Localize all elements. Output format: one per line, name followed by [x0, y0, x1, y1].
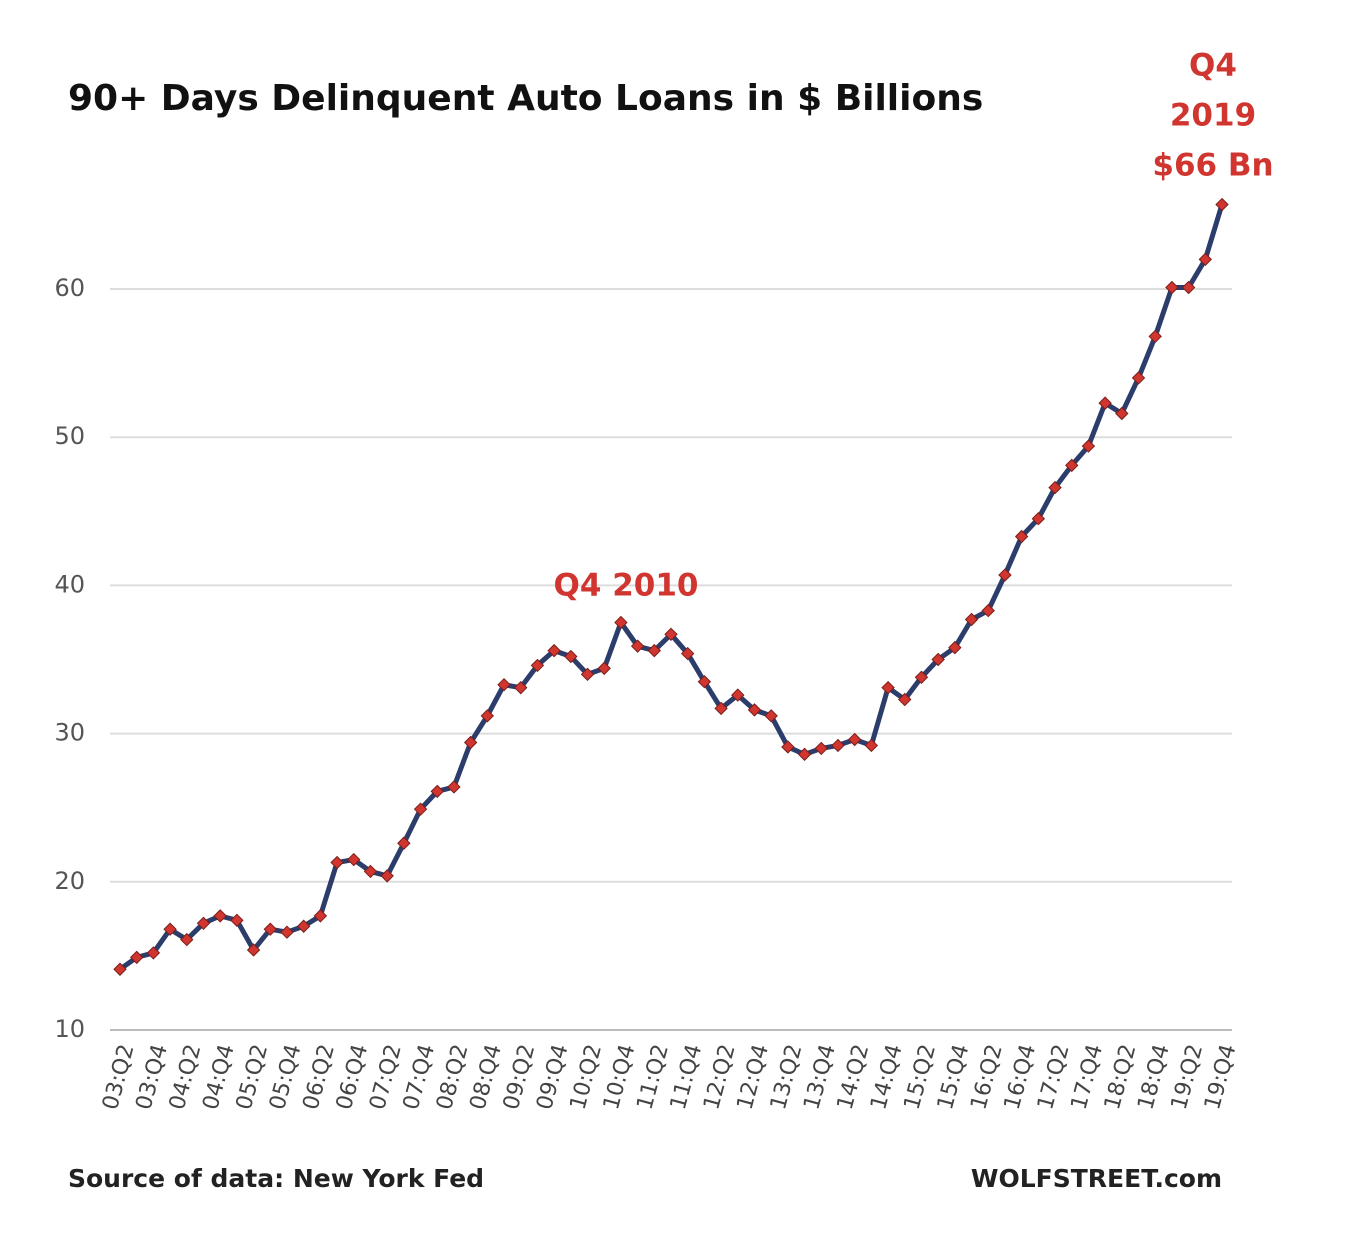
- marker: [647, 643, 662, 658]
- marker: [1131, 371, 1146, 385]
- marker: [764, 709, 778, 723]
- marker: [797, 747, 812, 762]
- marker: [497, 677, 511, 692]
- marker: [213, 909, 227, 923]
- marker: [196, 916, 211, 931]
- marker: [463, 735, 478, 750]
- marker: [230, 913, 244, 928]
- marker: [296, 919, 311, 933]
- marker: [263, 922, 277, 936]
- marker: [1048, 480, 1062, 495]
- marker: [814, 741, 828, 756]
- marker: [1014, 529, 1029, 544]
- marker: [163, 922, 177, 936]
- marker: [397, 836, 411, 850]
- marker: [1165, 280, 1179, 295]
- marker: [480, 709, 495, 723]
- marker: [747, 703, 762, 717]
- marker: [347, 852, 361, 867]
- marker: [881, 680, 895, 695]
- marker: [697, 675, 712, 689]
- marker: [146, 946, 161, 960]
- marker: [413, 802, 428, 816]
- marker: [1181, 280, 1196, 295]
- marker: [1081, 439, 1096, 453]
- marker: [714, 701, 728, 716]
- marker: [564, 649, 578, 664]
- credit: WOLFSTREET.com: [971, 1164, 1222, 1193]
- annotation: 2019: [1170, 98, 1256, 134]
- marker: [597, 661, 611, 676]
- marker: [998, 568, 1012, 582]
- annotation: $66 Bn: [1152, 148, 1273, 184]
- marker: [914, 670, 929, 684]
- marker: [1065, 458, 1079, 473]
- marker: [630, 639, 645, 653]
- marker: [330, 855, 344, 870]
- marker: [964, 612, 979, 627]
- marker: [447, 780, 461, 794]
- marker: [931, 652, 945, 667]
- marker: [864, 738, 879, 753]
- marker: [246, 943, 261, 957]
- marker: [680, 646, 695, 661]
- marker: [514, 680, 528, 695]
- marker: [363, 864, 378, 879]
- marker: [664, 627, 678, 642]
- marker: [380, 869, 394, 883]
- marker: [948, 640, 962, 655]
- marker: [847, 732, 862, 747]
- marker: [547, 643, 561, 658]
- marker: [731, 688, 745, 702]
- marker: [1115, 406, 1129, 421]
- marker: [781, 740, 795, 754]
- marker: [981, 603, 995, 618]
- marker: [1198, 252, 1213, 267]
- marker: [1215, 197, 1229, 212]
- marker: [129, 950, 144, 965]
- source: Source of data: New York Fed: [68, 1164, 484, 1193]
- marker: [1148, 329, 1162, 344]
- marker: [614, 615, 628, 630]
- y-tick-label: 40: [54, 570, 85, 598]
- annotation: Q4: [1189, 48, 1237, 84]
- marker: [313, 909, 328, 923]
- chart-title: 90+ Days Delinquent Auto Loans in $ Bill…: [68, 78, 983, 119]
- marker: [280, 925, 294, 939]
- y-tick-label: 10: [54, 1015, 85, 1043]
- marker: [898, 692, 912, 707]
- y-tick-label: 60: [54, 274, 85, 302]
- y-tick-label: 20: [54, 867, 85, 895]
- marker: [430, 784, 444, 799]
- marker: [1031, 512, 1046, 526]
- y-tick-label: 30: [54, 719, 85, 747]
- marker: [1098, 396, 1112, 410]
- marker: [530, 658, 545, 673]
- marker: [580, 667, 595, 682]
- marker: [113, 962, 127, 976]
- annotation: Q4 2010: [554, 568, 699, 604]
- marker: [831, 738, 845, 753]
- marker: [180, 932, 194, 947]
- y-tick-label: 50: [54, 422, 85, 450]
